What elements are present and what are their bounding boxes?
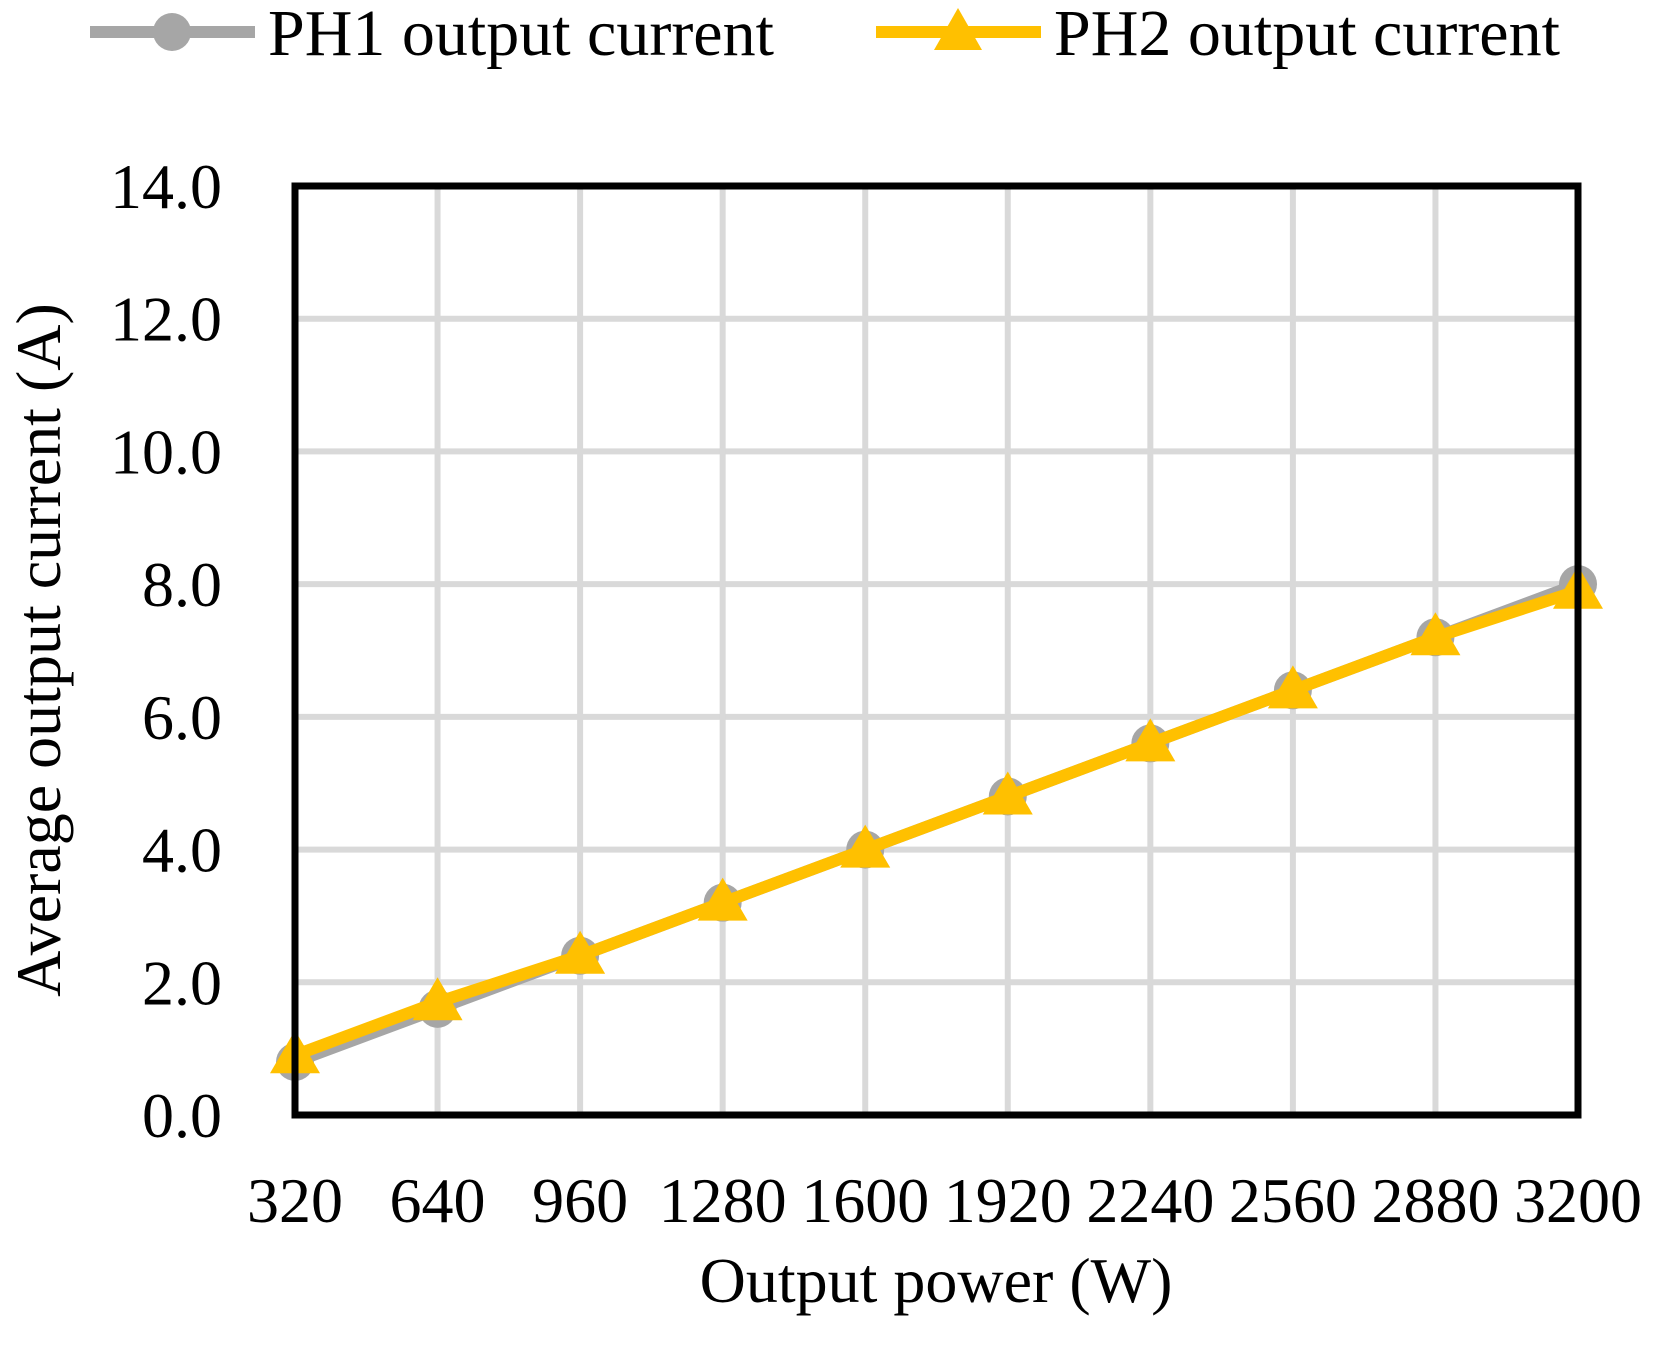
legend-item-ph1: PH1 output current: [90, 0, 774, 70]
y-tick-labels: 0.0 2.0 4.0 6.0 8.0 10.0 12.0 14.0: [110, 151, 222, 1151]
legend-item-ph2: PH2 output current: [876, 0, 1560, 70]
data-point-triangle: [412, 977, 463, 1021]
x-tick-label: 640: [390, 1165, 486, 1236]
data-point-triangle: [982, 771, 1033, 815]
x-tick-labels: 320 640 960 1280 1600 1920 2240 2560 2880 3200: [247, 1165, 1642, 1236]
y-tick-label: 12.0: [110, 284, 222, 355]
y-tick-label: 4.0: [142, 815, 222, 886]
series-2: [270, 565, 1603, 1074]
legend-label-ph2: PH2 output current: [1054, 0, 1560, 70]
y-tick-label: 10.0: [110, 416, 222, 487]
plot-area-border: [291, 182, 1582, 1119]
x-tick-label: 1280: [659, 1165, 787, 1236]
x-tick-label: 2560: [1229, 1165, 1357, 1236]
legend-marker-ph2: [934, 8, 982, 50]
data-point-triangle: [1267, 665, 1318, 709]
data-point-triangle: [840, 824, 891, 868]
x-tick-label: 320: [247, 1165, 343, 1236]
x-tick-label: 1920: [944, 1165, 1072, 1236]
series-line-2: [292, 585, 1580, 1061]
data-point-triangle: [697, 877, 748, 921]
y-tick-label: 14.0: [110, 151, 222, 222]
series-layer: [270, 565, 1603, 1081]
y-tick-label: 2.0: [142, 947, 222, 1018]
y-tick-label: 0.0: [142, 1080, 222, 1151]
data-point-triangle: [1125, 718, 1176, 762]
x-tick-label: 960: [532, 1165, 628, 1236]
data-point-triangle: [1410, 612, 1461, 656]
x-tick-label: 2880: [1371, 1165, 1499, 1236]
x-axis-title: Output power (W): [700, 1245, 1173, 1316]
y-tick-label: 8.0: [142, 549, 222, 620]
legend-label-ph1: PH1 output current: [268, 0, 774, 70]
x-tick-label: 1600: [801, 1165, 929, 1236]
x-tick-label: 3200: [1514, 1165, 1642, 1236]
data-point-triangle: [555, 930, 606, 974]
x-tick-label: 2240: [1086, 1165, 1214, 1236]
legend: PH1 output current PH2 output current: [90, 0, 1560, 70]
y-tick-label: 6.0: [142, 682, 222, 753]
y-axis-title: Average output current (A): [3, 303, 74, 997]
legend-marker-ph1: [153, 13, 191, 51]
